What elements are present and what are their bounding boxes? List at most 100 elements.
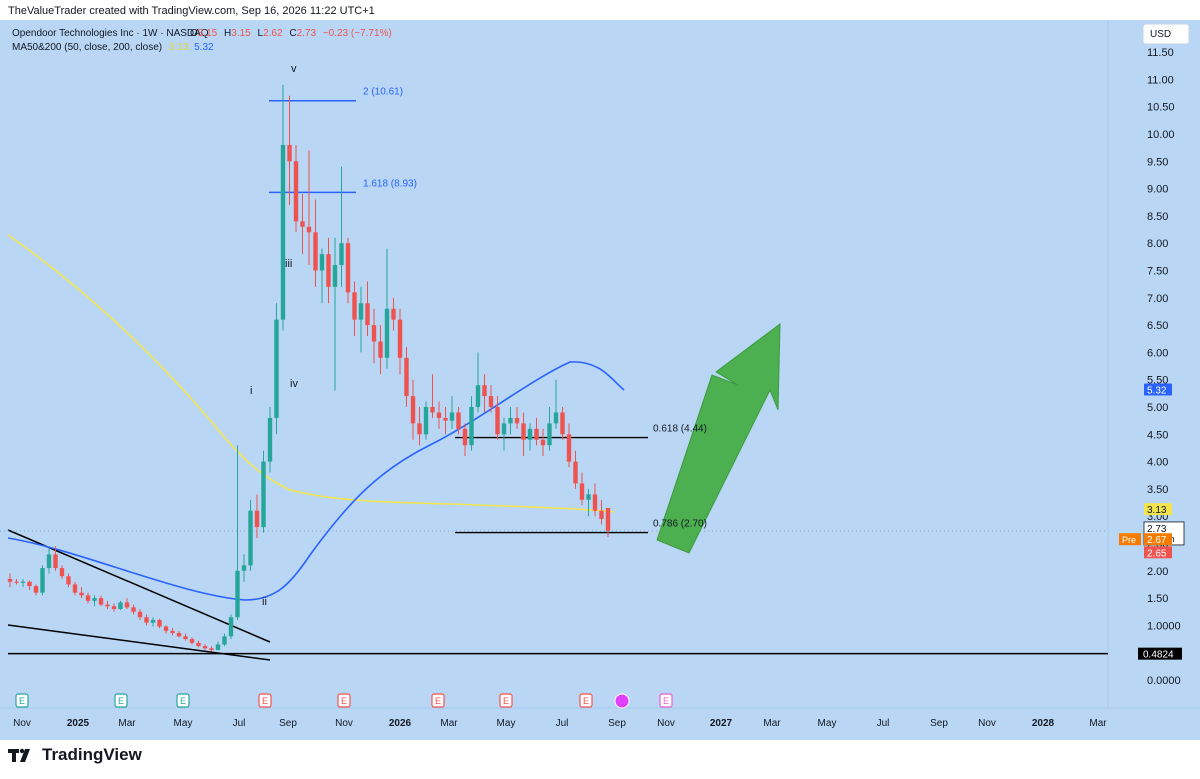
candle-body xyxy=(14,581,19,583)
x-tick-label: May xyxy=(818,718,837,729)
legend-ma: MA50&200 (50, close, 200, close) 3.13 5.… xyxy=(12,42,214,53)
candle-body xyxy=(92,598,97,601)
candle-body xyxy=(248,510,253,566)
candle-body xyxy=(98,598,104,605)
earnings-marker xyxy=(114,693,128,708)
x-tick-label: Nov xyxy=(978,718,996,729)
candle-body xyxy=(163,626,169,631)
low-price-tag-bg xyxy=(1144,546,1172,559)
split-event-icon xyxy=(614,693,630,709)
candle-body xyxy=(33,586,39,593)
earnings-marker-letter: E xyxy=(663,696,669,706)
time-axis[interactable]: Nov 2025 Mar May Jul Sep Nov 2026 Mar May Jul Sep No… xyxy=(13,718,1107,729)
tradingview-logo[interactable]: TradingView xyxy=(8,745,142,765)
y-tick-label: 11.00 xyxy=(1147,74,1174,86)
earnings-marker xyxy=(499,693,513,708)
candle-body xyxy=(469,407,474,446)
x-tick-label: Jul xyxy=(233,718,246,729)
candle-body xyxy=(423,407,429,435)
x-tick-label: Nov xyxy=(657,718,675,729)
candle-body xyxy=(573,461,578,484)
candle-body xyxy=(261,461,266,528)
x-tick-label: May xyxy=(497,718,516,729)
legend-high-label: H xyxy=(224,28,231,39)
candle-body xyxy=(313,232,318,271)
candle-body xyxy=(287,144,292,162)
y-tick-label: 0.0000 xyxy=(1147,675,1181,687)
candle-body xyxy=(547,423,552,446)
candle-body xyxy=(267,417,273,462)
pre-label-bg xyxy=(1119,533,1141,546)
candle-body xyxy=(40,568,45,593)
candle-body xyxy=(358,303,364,320)
candle-body xyxy=(462,428,468,446)
wave-label: ii xyxy=(262,596,267,608)
legend-close-label: C xyxy=(289,28,296,39)
candle-body xyxy=(508,417,513,424)
candle-body xyxy=(79,592,84,596)
candle-body xyxy=(202,646,208,649)
y-tick-label: 1.0000 xyxy=(1147,620,1181,632)
ma200-price-tag: 3.13 xyxy=(1147,505,1167,516)
y-tick-label: 1.50 xyxy=(1147,593,1168,605)
y-tick-label: 7.00 xyxy=(1147,293,1168,305)
earnings-marker-letter: E xyxy=(262,696,268,706)
chart-area[interactable]: Opendoor Technologies Inc · 1W · NASDAQ … xyxy=(0,20,1200,740)
candle-body xyxy=(540,439,546,446)
candle-body xyxy=(66,576,71,585)
candle-body xyxy=(326,254,331,287)
earnings-marker xyxy=(258,693,272,708)
earnings-marker xyxy=(176,693,190,708)
x-tick-label: Sep xyxy=(608,718,626,729)
candle-body xyxy=(124,602,130,608)
x-tick-label: Sep xyxy=(279,718,297,729)
legend-close: 2.73 xyxy=(297,28,317,39)
x-tick-label: 2025 xyxy=(67,718,90,729)
candle-body xyxy=(319,254,325,271)
candle-body xyxy=(27,581,32,587)
y-tick-label: 10.50 xyxy=(1147,102,1175,114)
candle-body xyxy=(137,611,143,618)
candle-body xyxy=(352,292,357,320)
footer xyxy=(0,740,1200,779)
x-tick-label: 2026 xyxy=(389,718,412,729)
x-tick-label: Jul xyxy=(556,718,569,729)
pre-price-tag: 2.67 xyxy=(1147,535,1167,546)
candle-body xyxy=(391,308,396,320)
low-price-tag: 2.65 xyxy=(1147,548,1167,559)
earnings-marker-letter: E xyxy=(19,696,25,706)
candle-body xyxy=(53,554,58,569)
candle-body xyxy=(449,412,455,421)
x-tick-label: Nov xyxy=(13,718,31,729)
currency-button[interactable] xyxy=(1142,23,1190,45)
ma200-price-tag-bg xyxy=(1144,503,1172,516)
y-tick-label: 5.00 xyxy=(1147,402,1168,414)
x-tick-label: Mar xyxy=(118,718,136,729)
candle-body xyxy=(384,308,390,358)
pre-price-tag-bg xyxy=(1144,533,1172,546)
price-chart-svg[interactable]: Opendoor Technologies Inc · 1W · NASDAQ … xyxy=(0,20,1200,740)
candle-body xyxy=(85,595,91,601)
candle-body xyxy=(118,602,123,610)
x-tick-label: Sep xyxy=(930,718,948,729)
earnings-marker-letter: E xyxy=(341,696,347,706)
candle-body xyxy=(482,385,487,397)
earnings-marker-letter: E xyxy=(583,696,589,706)
y-tick-label: 8.50 xyxy=(1147,211,1168,223)
candle-body xyxy=(306,226,312,233)
candle-body xyxy=(196,642,201,647)
legend-open-label: O xyxy=(190,28,198,39)
legend-high: 3.15 xyxy=(231,28,251,39)
legend-ohlc: O3.15 H3.15 L2.62 C2.73 −0.23 (−7.71%) xyxy=(190,28,392,39)
candle-body xyxy=(501,423,507,435)
candle-body xyxy=(59,568,65,577)
candle-body xyxy=(371,325,377,342)
candle-body xyxy=(254,510,260,528)
legend-low-label: L xyxy=(258,28,264,39)
y-tick-label: 11.50 xyxy=(1147,47,1174,59)
x-tick-label: Nov xyxy=(335,718,353,729)
candle-body xyxy=(553,412,559,424)
moving-averages xyxy=(7,234,625,601)
candle-body xyxy=(72,584,78,593)
